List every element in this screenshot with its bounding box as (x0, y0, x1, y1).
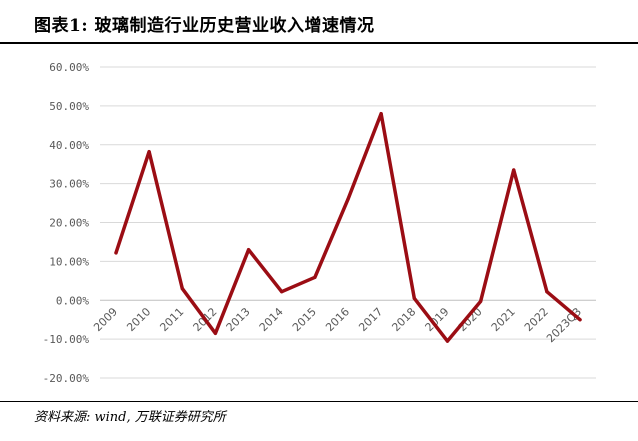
series-group (114, 111, 582, 343)
data-point (213, 331, 218, 335)
data-point (180, 286, 184, 291)
source-bar: 资料来源: wind, 万联证券研究所 (0, 401, 638, 441)
x-tick-label: 2009 (91, 305, 120, 334)
y-tick-label: 30.00% (49, 178, 89, 191)
x-tick-label: 2015 (290, 305, 319, 334)
x-tick-label: 2018 (389, 305, 418, 334)
y-tick-label: 20.00% (49, 217, 89, 230)
data-point (445, 339, 450, 343)
x-tick-label: 2016 (323, 305, 352, 334)
x-tick-label: 2013 (224, 305, 253, 334)
x-tick-label: 2014 (257, 305, 286, 334)
x-tick-label: 2010 (124, 305, 153, 334)
chart-title: 图表1: 玻璃制造行业历史营业收入增速情况 (34, 16, 375, 36)
data-point (578, 318, 582, 322)
y-tick-label: 50.00% (49, 100, 89, 113)
data-point (346, 197, 350, 201)
x-tick-label: 2020 (456, 305, 485, 334)
data-point (246, 248, 251, 252)
data-point (313, 275, 317, 279)
y-tick-label: 40.00% (49, 139, 89, 152)
x-tick-label: 2022 (522, 305, 551, 334)
source-note: 资料来源: wind, 万联证券研究所 (34, 410, 226, 425)
y-tick-label: -10.00% (43, 333, 90, 346)
data-point (512, 168, 516, 172)
title-bar: 图表1: 玻璃制造行业历史营业收入增速情况 (0, 0, 638, 44)
y-tick-label: 60.00% (49, 61, 89, 74)
y-tick-label: 10.00% (49, 255, 89, 268)
y-tick-label: -20.00% (43, 372, 90, 385)
line-chart: 60.00% 50.00% 40.00% 30.00% 20.00% 10.00% 0.00… (43, 61, 596, 385)
y-tick-label: 0.00% (56, 294, 89, 307)
data-point (412, 296, 416, 300)
data-point (147, 150, 151, 154)
x-tick-label: 2021 (489, 305, 518, 334)
y-axis-ticks: 60.00% 50.00% 40.00% 30.00% 20.00% 10.00% 0.00… (43, 61, 90, 385)
data-point (280, 290, 284, 294)
data-point (114, 251, 118, 255)
data-point (379, 112, 383, 116)
x-tick-label: 2017 (356, 305, 385, 334)
x-tick-label: 2011 (157, 305, 186, 334)
grid-lines (100, 66, 596, 379)
data-point (478, 299, 483, 304)
data-point (545, 290, 549, 294)
